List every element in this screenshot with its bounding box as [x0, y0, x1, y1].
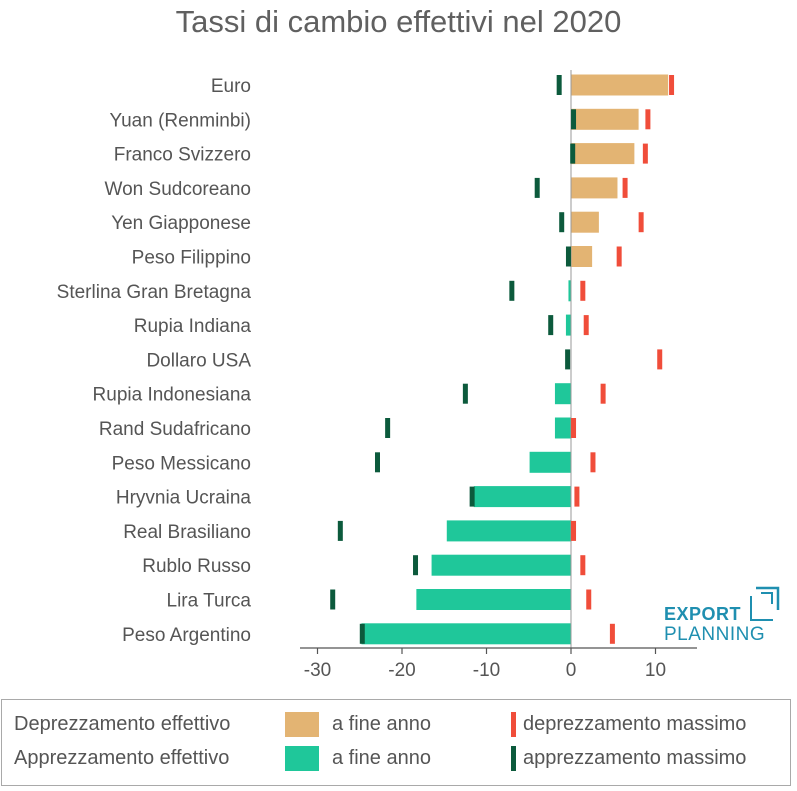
- logo-line1: EXPORT: [664, 604, 742, 624]
- bar-a-fine-anno: [568, 280, 571, 302]
- mark-apprezzamento-massimo: [565, 349, 571, 370]
- category-label: Euro: [211, 76, 251, 97]
- x-tick-label: -20: [388, 660, 415, 681]
- mark-deprezzamento-massimo: [638, 212, 644, 233]
- legend-swatch-deprezzamento: [285, 712, 319, 737]
- bar-a-fine-anno: [571, 74, 669, 96]
- mark-apprezzamento-massimo: [509, 280, 515, 301]
- bar-a-fine-anno: [571, 108, 639, 130]
- mark-apprezzamento-massimo: [385, 418, 391, 438]
- exportplanning-logo: EXPORT PLANNING: [664, 582, 790, 646]
- mark-deprezzamento-massimo: [571, 520, 577, 541]
- logo-line2: PLANNING: [664, 624, 766, 645]
- legend-row-apprezzamento: Apprezzamento effettivo a fine anno appr…: [2, 738, 790, 778]
- bar-a-fine-anno: [361, 623, 571, 645]
- category-labels-layer: Euro Yuan (Renminbi) Franco Svizzero Won Su…: [57, 76, 252, 646]
- bar-a-fine-anno: [571, 246, 593, 267]
- chart-title: Tassi di cambio effettivi nel 2020: [175, 4, 622, 39]
- x-tick-label: 10: [645, 660, 666, 681]
- x-tick-label: -30: [304, 660, 331, 681]
- bar-a-fine-anno: [571, 211, 599, 233]
- category-label: Franco Svizzero: [114, 145, 251, 166]
- category-label: Sterlina Gran Bretagna: [57, 282, 252, 303]
- bar-a-fine-anno: [431, 554, 571, 576]
- bar-a-fine-anno: [565, 314, 571, 336]
- marks-layer: [330, 75, 675, 644]
- legend-label-apprezzamento: Apprezzamento effettivo: [14, 747, 230, 769]
- mark-apprezzamento-massimo: [570, 143, 576, 164]
- legend-row-deprezzamento: Deprezzamento effettivo a fine anno depr…: [2, 704, 790, 744]
- category-label: Peso Argentino: [122, 625, 251, 646]
- mark-apprezzamento-massimo: [559, 212, 565, 233]
- category-label: Rublo Russo: [142, 556, 251, 577]
- logo-frame-icon: [750, 586, 780, 621]
- mark-deprezzamento-massimo: [583, 315, 589, 336]
- category-label: Real Brasiliano: [123, 522, 251, 543]
- mark-deprezzamento-massimo: [590, 452, 596, 473]
- bar-chart: Euro Yuan (Renminbi) Franco Svizzero Won Su…: [57, 70, 697, 681]
- legend-mark-app-max: [511, 746, 516, 771]
- legend-label-deprezzamento: Deprezzamento effettivo: [14, 713, 231, 735]
- mark-deprezzamento-massimo: [669, 75, 675, 95]
- bar-a-fine-anno: [473, 486, 571, 508]
- bar-a-fine-anno: [571, 177, 618, 199]
- category-label: Peso Filippino: [132, 248, 251, 269]
- mark-deprezzamento-massimo: [616, 246, 622, 267]
- category-label: Yen Giapponese: [111, 213, 251, 234]
- category-label: Rupia Indonesiana: [93, 385, 252, 406]
- mark-apprezzamento-massimo: [565, 246, 571, 267]
- mark-apprezzamento-massimo: [469, 486, 475, 507]
- mark-deprezzamento-massimo: [657, 349, 663, 370]
- mark-apprezzamento-massimo: [413, 555, 419, 576]
- category-label: Hryvnia Ucraina: [116, 488, 252, 509]
- bar-a-fine-anno: [554, 417, 571, 439]
- mark-deprezzamento-massimo: [642, 143, 648, 164]
- category-label: Peso Messicano: [112, 453, 251, 474]
- legend-swatch-apprezzamento: [285, 746, 319, 771]
- x-axis: -30 -20 -10 0 10: [300, 647, 697, 681]
- legend-mark-dep-max: [511, 712, 516, 737]
- x-tick-label: -10: [473, 660, 500, 681]
- bar-a-fine-anno: [529, 451, 571, 473]
- mark-apprezzamento-massimo: [548, 315, 554, 336]
- legend-mark-label-app-max: apprezzamento massimo: [523, 747, 747, 769]
- mark-apprezzamento-massimo: [337, 520, 343, 541]
- mark-apprezzamento-massimo: [330, 589, 336, 610]
- category-label: Lira Turca: [167, 591, 252, 612]
- mark-deprezzamento-massimo: [645, 109, 651, 130]
- mark-deprezzamento-massimo: [580, 280, 586, 301]
- mark-apprezzamento-massimo: [462, 383, 468, 404]
- category-label: Rupia Indiana: [134, 316, 252, 337]
- mark-deprezzamento-massimo: [622, 177, 628, 198]
- mark-deprezzamento-massimo: [600, 383, 606, 404]
- legend-mark-label-dep-max: deprezzamento massimo: [523, 713, 747, 735]
- category-label: Dollaro USA: [146, 350, 251, 371]
- mark-apprezzamento-massimo: [359, 623, 365, 644]
- mark-deprezzamento-massimo: [580, 555, 586, 576]
- bar-a-fine-anno: [416, 589, 571, 610]
- bars-layer: [361, 74, 669, 645]
- mark-apprezzamento-massimo: [534, 177, 540, 198]
- legend: Deprezzamento effettivo a fine anno depr…: [1, 699, 791, 786]
- bar-a-fine-anno: [554, 383, 571, 405]
- mark-apprezzamento-massimo: [374, 452, 380, 473]
- legend-swatch-label-apprezzamento: a fine anno: [332, 747, 431, 769]
- legend-swatch-label-deprezzamento: a fine anno: [332, 713, 431, 735]
- x-tick-label: 0: [566, 660, 577, 681]
- mark-apprezzamento-massimo: [571, 109, 577, 130]
- mark-deprezzamento-massimo: [586, 589, 592, 610]
- category-label: Yuan (Renminbi): [109, 110, 251, 131]
- mark-deprezzamento-massimo: [609, 623, 615, 644]
- mark-deprezzamento-massimo: [571, 418, 577, 438]
- bar-a-fine-anno: [446, 520, 571, 542]
- mark-apprezzamento-massimo: [556, 75, 562, 95]
- category-label: Won Sudcoreano: [105, 179, 251, 200]
- mark-deprezzamento-massimo: [574, 486, 580, 507]
- category-label: Rand Sudafricano: [99, 419, 251, 440]
- bar-a-fine-anno: [571, 143, 635, 165]
